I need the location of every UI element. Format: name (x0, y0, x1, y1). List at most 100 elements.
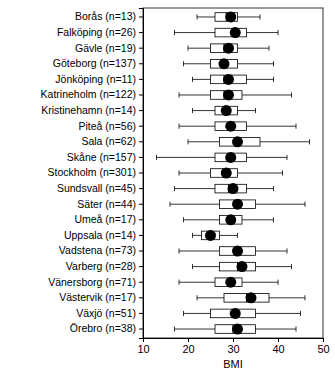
lower-whisker (193, 79, 211, 80)
box-group (179, 89, 292, 100)
y-tick-mark (139, 79, 143, 80)
x-axis-line (144, 339, 324, 343)
y-tick-mark (139, 188, 143, 189)
y-tick-label: Kristinehamn (n=14) (41, 104, 136, 116)
y-axis-line (139, 9, 144, 339)
box-group (188, 136, 310, 147)
upper-whisker-cap (291, 264, 292, 269)
mean-marker (225, 11, 236, 22)
y-tick: Stockholm (n=301) (48, 166, 143, 178)
box-group (184, 58, 274, 69)
upper-whisker-cap (287, 248, 288, 253)
mean-marker (223, 89, 234, 100)
upper-whisker-cap (255, 108, 256, 113)
y-tick-label: Göteborg (n=137) (53, 57, 136, 69)
lower-whisker-cap (183, 217, 184, 222)
lower-whisker (179, 126, 215, 127)
upper-whisker-cap (287, 155, 288, 160)
upper-whisker-cap (305, 295, 306, 300)
box-group (197, 11, 260, 22)
upper-whisker-cap (300, 311, 301, 316)
lower-whisker (193, 266, 220, 267)
y-tick-label: Piteå (n=56) (79, 120, 137, 132)
y-tick-label: Gävle (n=19) (75, 42, 136, 54)
upper-whisker-cap (237, 233, 238, 238)
lower-whisker-cap (179, 280, 180, 285)
y-tick: Varberg (n=28) (66, 260, 143, 272)
lower-whisker-cap (192, 77, 193, 82)
y-tick-label: Borås (n=13) (75, 10, 136, 22)
mean-marker (225, 121, 236, 132)
lower-whisker-cap (174, 30, 175, 35)
lower-whisker (197, 16, 215, 17)
y-tick: Falköping (n=26) (57, 26, 143, 38)
y-tick-mark (139, 219, 143, 220)
lower-whisker (175, 188, 216, 189)
chart: 1020304050Borås (n=13)Falköping (n=26)Gä… (0, 0, 335, 374)
y-tick: Gävle (n=19) (75, 42, 143, 54)
x-tick-label: 10 (137, 343, 149, 355)
y-tick: Säter (n=44) (77, 198, 143, 210)
mean-marker (219, 58, 230, 69)
y-tick-mark (139, 157, 143, 158)
box-group (184, 214, 274, 225)
mean-marker (237, 261, 248, 272)
lower-whisker-cap (179, 124, 180, 129)
upper-whisker-cap (269, 46, 270, 51)
lower-whisker (170, 204, 220, 205)
x-tick: 40 (272, 338, 284, 355)
upper-whisker (256, 329, 297, 330)
y-tick: Katrineholm (n=122) (41, 88, 143, 100)
lower-whisker-cap (197, 295, 198, 300)
upper-whisker (238, 110, 256, 111)
box-group (170, 199, 305, 210)
y-tick-mark (139, 266, 143, 267)
mean-marker (232, 324, 243, 335)
lower-whisker (197, 297, 224, 298)
y-tick-label: Växjö (n=51) (76, 307, 136, 319)
box-group (179, 277, 278, 288)
upper-whisker (242, 94, 292, 95)
box-group (193, 261, 292, 272)
y-tick-label: Katrineholm (n=122) (41, 88, 136, 100)
mean-marker (232, 199, 243, 210)
y-tick: Sala (n=62) (81, 135, 143, 147)
upper-whisker (247, 157, 288, 158)
x-axis: 1020304050 (137, 338, 329, 355)
mean-marker (232, 136, 243, 147)
upper-whisker-cap (273, 186, 274, 191)
lower-whisker (175, 329, 216, 330)
mean-marker (221, 168, 232, 179)
box-group (179, 121, 296, 132)
upper-whisker-cap (296, 326, 297, 331)
x-tick-mark (233, 338, 234, 342)
upper-whisker (242, 219, 274, 220)
y-tick-label: Säter (n=44) (77, 198, 136, 210)
upper-whisker-cap (273, 61, 274, 66)
lower-whisker-cap (192, 233, 193, 238)
y-tick-mark (139, 204, 143, 205)
mean-marker (230, 308, 241, 319)
upper-whisker-cap (260, 14, 261, 19)
x-tick-label: 30 (227, 343, 239, 355)
lower-whisker-cap (174, 326, 175, 331)
y-tick: Kristinehamn (n=14) (41, 104, 143, 116)
y-tick-label: Västervik (n=17) (59, 291, 136, 303)
y-tick: Skåne (n=157) (67, 151, 143, 163)
mean-marker (223, 43, 234, 54)
upper-whisker (247, 32, 279, 33)
upper-whisker-cap (309, 139, 310, 144)
y-tick-label: Vänersborg (n=71) (48, 276, 136, 288)
upper-whisker (220, 235, 238, 236)
y-tick: Växjö (n=51) (76, 307, 143, 319)
box-group (179, 168, 283, 179)
lower-whisker (184, 219, 220, 220)
y-tick-mark (139, 94, 143, 95)
upper-whisker (256, 251, 288, 252)
upper-whisker-cap (273, 217, 274, 222)
mean-marker (246, 292, 257, 303)
y-tick: Västervik (n=17) (59, 291, 143, 303)
y-tick-label: Jönköping (n=11) (55, 73, 136, 85)
mean-marker (232, 246, 243, 257)
y-tick-mark (139, 235, 143, 236)
